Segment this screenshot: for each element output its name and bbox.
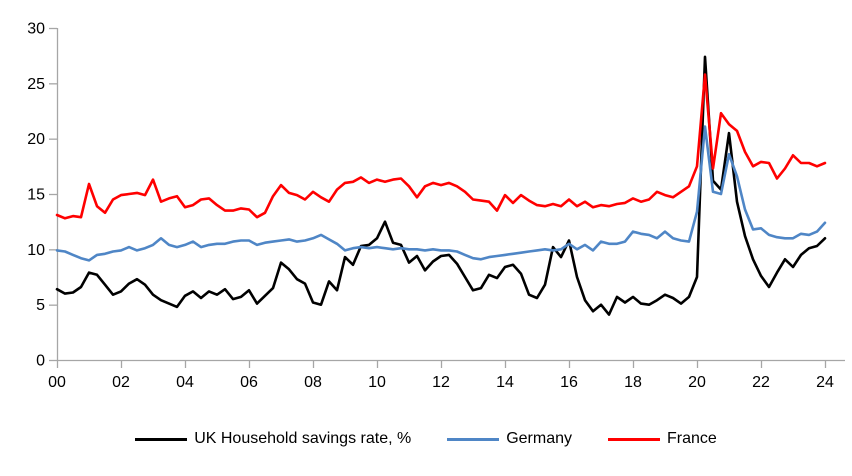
uk-line-swatch [135,437,188,441]
series-line-uk-household-savings-rate [55,55,827,316]
x-tick-label: 12 [432,374,450,391]
y-tick-label: 10 [27,242,45,259]
x-tick-label: 16 [560,374,578,391]
y-tick-label: 30 [27,21,45,38]
x-tick-label: 06 [240,374,258,391]
x-tick-label: 04 [176,374,194,391]
legend-entry-uk: UK Household savings rate, % [135,430,411,448]
legend-label-germany: Germany [506,430,572,447]
savings-rate-line-chart: 0 5 10 15 20 25 30 00 02 04 06 08 10 12 14 16 18 20 22 24 [27,21,845,391]
x-tick-label: 20 [688,374,706,391]
y-tick-label: 5 [36,297,45,314]
x-tick-label: 02 [112,374,130,391]
x-tick-label: 24 [816,374,834,391]
x-tick-label: 18 [624,374,642,391]
y-tick-label: 15 [27,187,45,204]
y-tick-label: 0 [36,353,45,370]
series-line-france [55,73,827,220]
legend-label-uk: UK Household savings rate, % [194,430,412,447]
chart-legend: UK Household savings rate, % Germany Fra… [0,430,852,448]
x-tick-label: 10 [368,374,386,391]
x-tick-label: 22 [752,374,770,391]
x-tick-label: 00 [48,374,66,391]
y-tick-label: 25 [27,76,45,93]
x-tick-label: 08 [304,374,322,391]
france-line-swatch [608,437,660,441]
legend-entry-france: France [608,430,717,448]
x-tick-label: 14 [496,374,514,391]
y-tick-label: 20 [27,131,45,148]
series-line-germany [55,125,827,262]
legend-entry-germany: Germany [447,430,572,448]
germany-line-swatch [447,437,500,441]
legend-label-france: France [667,430,717,447]
